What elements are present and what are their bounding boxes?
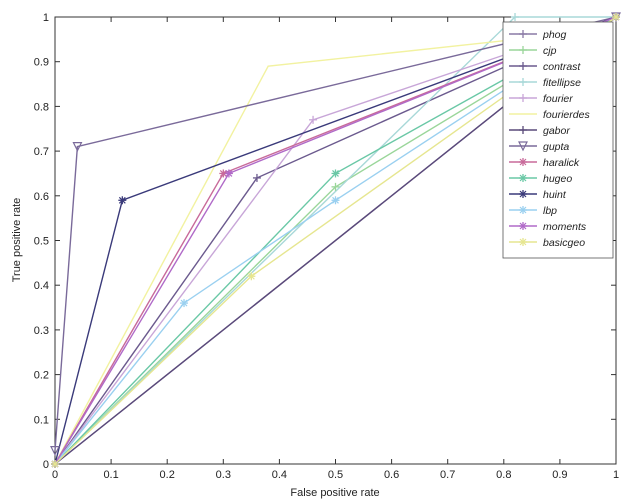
legend-label: cjp xyxy=(543,45,557,57)
legend-marker xyxy=(519,78,527,86)
legend-label: gabor xyxy=(543,125,570,137)
y-tick-label: 0.8 xyxy=(34,101,49,113)
x-tick-label: 0 xyxy=(52,469,58,481)
y-tick-label: 0.5 xyxy=(34,236,49,248)
y-tick-label: 0.4 xyxy=(34,280,49,292)
x-tick-label: 0.1 xyxy=(103,469,118,481)
legend-marker xyxy=(519,94,527,102)
y-tick-label: 0.1 xyxy=(34,414,49,426)
x-tick-label: 0.8 xyxy=(496,469,511,481)
data-point-gupta xyxy=(72,142,83,152)
legend-item-gupta: gupta xyxy=(509,141,569,153)
legend-item-lbp: lbp xyxy=(509,205,557,217)
legend-item-fourier: fourier xyxy=(509,93,573,105)
legend-label: fourier xyxy=(543,93,573,105)
legend-item-cjp: cjp xyxy=(509,45,557,57)
data-point-haralick xyxy=(219,169,228,178)
legend-item-hugeo: hugeo xyxy=(509,173,572,185)
data-point-gupta xyxy=(50,445,60,456)
legend-label: hugeo xyxy=(543,173,572,185)
legend-label: huint xyxy=(543,189,567,201)
data-point-contrast xyxy=(252,173,261,182)
legend-item-gabor: gabor xyxy=(509,125,570,137)
legend-item-contrast: contrast xyxy=(509,61,581,73)
x-tick-label: 0.4 xyxy=(272,469,287,481)
legend-item-fourierdes: fourierdes xyxy=(509,109,590,121)
y-tick-label: 0.6 xyxy=(34,191,49,203)
legend-item-haralick: haralick xyxy=(509,157,580,169)
legend-marker xyxy=(519,30,527,38)
legend-label: fourierdes xyxy=(543,109,590,121)
data-point-basicgeo xyxy=(247,272,256,281)
legend-box xyxy=(502,21,614,259)
legend-marker xyxy=(519,238,527,246)
x-tick-label: 0.6 xyxy=(384,469,399,481)
data-point-fitellipse xyxy=(511,13,520,21)
series-markers xyxy=(50,12,621,468)
legend-label: haralick xyxy=(543,157,580,169)
data-point-basicgeo xyxy=(612,13,620,21)
data-point-lbp xyxy=(180,299,189,308)
legend-label: contrast xyxy=(543,61,581,73)
legend-item-huint: huint xyxy=(509,189,567,201)
data-point-moments xyxy=(224,169,233,178)
x-tick-label: 0.3 xyxy=(216,469,231,481)
legend-marker xyxy=(519,126,527,134)
legend-marker xyxy=(519,190,527,198)
legend-item-moments: moments xyxy=(509,221,587,233)
legend-item-basicgeo: basicgeo xyxy=(509,237,585,249)
series-line-lbp xyxy=(54,16,617,465)
legend-label: moments xyxy=(543,221,587,233)
legend-item-fitellipse: fitellipse xyxy=(509,77,581,89)
data-point-basicgeo xyxy=(51,460,59,468)
x-axis: 0 0.1 0.2 0.3 0.4 0.5 0.6 0.7 0.8 0.9 1 xyxy=(52,17,619,481)
y-tick-label: 0.2 xyxy=(34,370,49,382)
data-point-lbp xyxy=(331,196,340,205)
x-tick-label: 0.7 xyxy=(440,469,455,481)
x-tick-label: 0.2 xyxy=(160,469,175,481)
legend-label: lbp xyxy=(543,205,557,217)
legend-marker xyxy=(518,141,528,152)
legend-label: gupta xyxy=(543,141,569,153)
y-tick-label: 0.9 xyxy=(34,57,49,69)
y-tick-label: 0.7 xyxy=(34,146,49,158)
x-tick-label: 0.5 xyxy=(328,469,343,481)
data-point-fourier xyxy=(309,115,318,124)
x-tick-label: 0.9 xyxy=(552,469,567,481)
legend-marker xyxy=(519,174,527,182)
x-tick-label: 1 xyxy=(613,469,619,481)
legend-item-phog: phog xyxy=(509,29,567,41)
y-tick-label: 1 xyxy=(43,12,49,24)
legend-marker xyxy=(519,62,527,70)
data-point-hugeo xyxy=(331,169,340,178)
legend-marker xyxy=(519,46,527,54)
data-point-cjp xyxy=(331,182,340,191)
y-axis: 0 0.1 0.2 0.3 0.4 0.5 0.6 0.7 0.8 0.9 1 xyxy=(34,12,616,471)
y-tick-label: 0 xyxy=(43,459,49,471)
legend-marker xyxy=(519,206,527,214)
legend-label: fitellipse xyxy=(543,77,581,89)
y-tick-label: 0.3 xyxy=(34,325,49,337)
legend-marker xyxy=(519,222,527,230)
series-line-gupta xyxy=(54,16,617,451)
y-axis-label: True positive rate xyxy=(11,198,23,283)
data-point-huint xyxy=(118,196,127,205)
legend-label: phog xyxy=(542,29,567,41)
legend-label: basicgeo xyxy=(543,237,585,249)
legend: phog cjp contrast fitellipse fourier fourierd… xyxy=(502,21,614,259)
legend-marker xyxy=(519,158,527,166)
x-axis-label: False positive rate xyxy=(290,487,379,499)
